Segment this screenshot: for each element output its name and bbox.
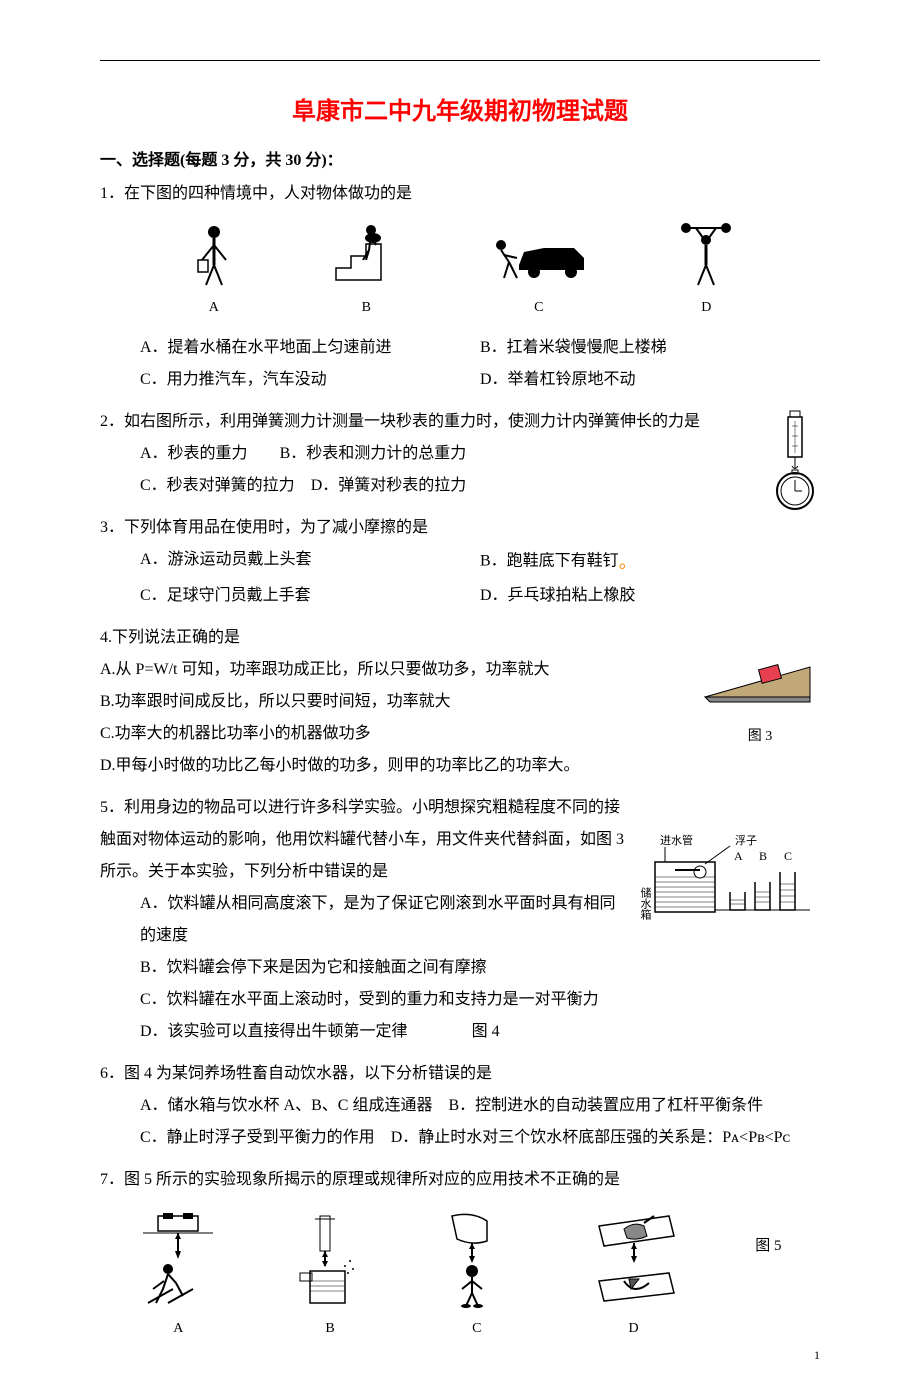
top-rule [100, 60, 820, 61]
q7-img-c: C [442, 1211, 512, 1343]
ramp-icon [700, 652, 820, 707]
question-7: 7．图 5 所示的实验现象所揭示的原理或规律所对应的应用技术不正确的是 A [100, 1164, 820, 1343]
q3-opt-c: C．足球守门员戴上手套 [140, 580, 480, 612]
q2-opt-a: A．秒表的重力 [140, 445, 248, 462]
q4-opt-d: D.甲每小时做的功比乙每小时做的功多，则甲的功率比乙的功率大。 [100, 750, 820, 782]
q7-img-d: D [589, 1211, 679, 1343]
question-6: 6．图 4 为某饲养场牲畜自动饮水器，以下分析错误的是 A．储水箱与饮水杯 A、… [100, 1058, 820, 1154]
q7-label-c: C [472, 1315, 481, 1343]
spring-scale-icon [770, 406, 820, 516]
q1-img-a: A [184, 220, 244, 322]
q7-label-b: B [325, 1315, 334, 1343]
q1-img-d: D [676, 220, 736, 322]
q7-text: 7．图 5 所示的实验现象所揭示的原理或规律所对应的应用技术不正确的是 [100, 1164, 820, 1196]
q1-opt-a: A．提着水桶在水平地面上匀速前进 [140, 332, 480, 364]
ski-lift-icon [138, 1211, 218, 1311]
q1-images: A B C [100, 220, 820, 322]
page-title: 阜康市二中九年级期初物理试题 [100, 91, 820, 126]
q1-opt-c: C．用力推汽车，汽车没动 [140, 364, 480, 396]
q6-opt-d: D．静止时水对三个饮水杯底部压强的关系是：Pᴀ<Pʙ<Pᴄ [391, 1129, 791, 1146]
q4-text: 4.下列说法正确的是 [100, 622, 820, 654]
q5-figure: 进水管 浮子 储水箱 A B C [640, 832, 820, 944]
q2-text: 2．如右图所示，利用弹簧测力计测量一块秒表的重力时，使测力计内弹簧伸长的力是 [100, 406, 820, 438]
q2-figure [770, 406, 820, 528]
q3-opt-b: B．跑鞋底下有鞋钉。 [480, 544, 820, 580]
question-3: 3．下列体育用品在使用时，为了减小摩擦的是 A．游泳运动员戴上头套 B．跑鞋底下… [100, 512, 820, 612]
diver-icon [442, 1211, 512, 1311]
cup-a: A [734, 849, 743, 863]
suction-cup-icon [589, 1211, 679, 1311]
q7-label-d: D [629, 1315, 639, 1343]
q3-opt-b-text: B．跑鞋底下有鞋钉 [480, 553, 619, 570]
q3-opt-d: D．乒乓球拍粘上橡胶 [480, 580, 820, 612]
fig5-label: 图 5 [755, 1231, 781, 1261]
push-car-icon [489, 230, 589, 290]
cup-c: C [784, 849, 792, 863]
q1-label-b: B [362, 294, 371, 322]
orange-marker: 。 [619, 552, 637, 572]
q1-label-c: C [534, 294, 543, 322]
q5-opt-c: C．饮料罐在水平面上滚动时，受到的重力和支持力是一对平衡力 [100, 984, 820, 1016]
water-feeder-icon: 进水管 浮子 储水箱 A B C [640, 832, 820, 932]
q1-img-c: C [489, 230, 589, 322]
q1-label-d: D [701, 294, 711, 322]
q1-opt-b: B．扛着米袋慢慢爬上楼梯 [480, 332, 820, 364]
sprayer-icon [295, 1211, 365, 1311]
fig4-label: 图 4 [472, 1016, 500, 1048]
q2-opt-d: D．弹簧对秒表的拉力 [311, 477, 467, 494]
inlet-label: 进水管 [660, 833, 693, 847]
q6-opt-a: A．储水箱与饮水杯 A、B、C 组成连通器 [140, 1097, 432, 1114]
q1-opt-d: D．举着杠铃原地不动 [480, 364, 820, 396]
float-label: 浮子 [735, 834, 757, 847]
q7-label-a: A [173, 1315, 183, 1343]
question-4: 图 3 4.下列说法正确的是 A.从 P=W/t 可知，功率跟功成正比，所以只要… [100, 622, 820, 782]
fig3-label: 图 3 [700, 723, 820, 751]
q1-text: 1．在下图的四种情境中，人对物体做功的是 [100, 178, 820, 210]
question-1: 1．在下图的四种情境中，人对物体做功的是 A B [100, 178, 820, 396]
q2-row2: C．秒表对弹簧的拉力 D．弹簧对秒表的拉力 [140, 470, 760, 502]
barbell-hold-icon [676, 220, 736, 290]
page-number: 1 [814, 1348, 820, 1363]
q7-images: A B [100, 1211, 820, 1343]
q6-opt-c: C．静止时浮子受到平衡力的作用 [140, 1129, 375, 1146]
q1-label-a: A [209, 294, 219, 322]
q1-img-b: B [331, 220, 401, 322]
q6-opt-b: B．控制进水的自动装置应用了杠杆平衡条件 [448, 1097, 763, 1114]
q3-opt-a-text: A．游泳运动员戴上头套 [140, 551, 312, 568]
q5-opt-d: D．该实验可以直接得出牛顿第一定律 [140, 1023, 408, 1040]
q3-opt-a: A．游泳运动员戴上头套 [140, 544, 480, 580]
q7-img-a: A [138, 1211, 218, 1343]
q3-text: 3．下列体育用品在使用时，为了减小摩擦的是 [100, 512, 820, 544]
section-1-header: 一、选择题(每题 3 分，共 30 分)： [100, 146, 820, 170]
question-2: 2．如右图所示，利用弹簧测力计测量一块秒表的重力时，使测力计内弹簧伸长的力是 A… [100, 406, 820, 502]
bucket-carry-icon [184, 220, 244, 290]
stairs-climb-icon [331, 220, 401, 290]
tank-label: 储水箱 [640, 886, 652, 921]
q6-text: 6．图 4 为某饲养场牲畜自动饮水器，以下分析错误的是 [100, 1058, 820, 1090]
q5-opt-d-row: D．该实验可以直接得出牛顿第一定律 图 4 [100, 1016, 820, 1048]
q4-figure: 图 3 [700, 652, 820, 751]
q6-row2: C．静止时浮子受到平衡力的作用 D．静止时水对三个饮水杯底部压强的关系是：Pᴀ<… [100, 1122, 820, 1154]
q7-img-b: B [295, 1211, 365, 1343]
q5-opt-b: B．饮料罐会停下来是因为它和接触面之间有摩擦 [100, 952, 820, 984]
question-5: 进水管 浮子 储水箱 A B C [100, 792, 820, 1048]
q2-opt-b: B．秒表和测力计的总重力 [280, 445, 467, 462]
q2-row1: A．秒表的重力 B．秒表和测力计的总重力 [140, 438, 760, 470]
q2-opt-c: C．秒表对弹簧的拉力 [140, 477, 295, 494]
q6-row1: A．储水箱与饮水杯 A、B、C 组成连通器 B．控制进水的自动装置应用了杠杆平衡… [100, 1090, 820, 1122]
cup-b: B [759, 849, 767, 863]
